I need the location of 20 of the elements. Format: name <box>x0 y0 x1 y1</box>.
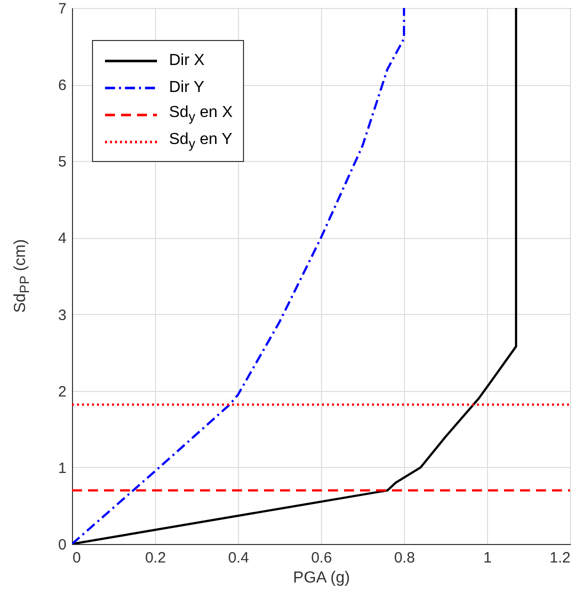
x-tick-label: 0.8 <box>394 550 415 566</box>
x-tick-label: 0 <box>72 550 81 566</box>
x-tick-label: 1.2 <box>550 550 570 566</box>
x-tick-label: 0.4 <box>228 550 249 566</box>
y-tick-label: 5 <box>58 154 66 171</box>
y-tick-label: 7 <box>58 0 66 18</box>
y-tick-label: 3 <box>58 306 66 324</box>
y-tick-label: 1 <box>58 460 66 477</box>
legend-label: Sd$_{y}$ en Y <box>169 131 232 152</box>
legend-label: Dir X <box>169 52 205 70</box>
legend-label: Sd$_{y}$ en X <box>169 104 233 125</box>
y-tick-label: 6 <box>58 77 66 94</box>
x-tick-label: 0.2 <box>145 550 166 566</box>
y-tick-label: 0 <box>58 536 66 554</box>
y-tick-label: 2 <box>58 383 66 400</box>
x-tick-label: 0.6 <box>311 550 332 566</box>
legend-label: Dir Y <box>169 78 204 96</box>
x-tick-label: 1 <box>483 550 492 566</box>
y-tick-label: 4 <box>58 230 66 248</box>
x-axis-title: PGA (g) <box>293 570 350 586</box>
